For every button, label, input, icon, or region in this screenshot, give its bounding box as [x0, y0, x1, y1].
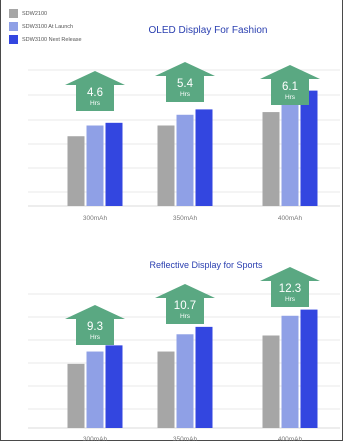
legend-item: SDW3100 At Launch [9, 21, 82, 32]
annotation-unit: Hrs [285, 94, 296, 101]
annotation-unit: Hrs [90, 100, 101, 107]
bar [176, 114, 194, 206]
improvement-arrow [155, 284, 215, 324]
annotation-value: 5.4 [177, 78, 194, 90]
x-tick-label: 300mAh [83, 215, 108, 222]
bar [281, 98, 299, 206]
bar [195, 326, 213, 428]
bar [176, 334, 194, 428]
chart-legend: SDW2100 SDW3100 At Launch SDW3100 Next R… [9, 8, 82, 47]
bar [67, 136, 85, 206]
annotation-value: 10.7 [174, 300, 196, 312]
legend-swatch-sdw3100-launch [9, 22, 18, 31]
legend-label: SDW2100 [22, 10, 48, 17]
legend-swatch-sdw2100 [9, 9, 18, 18]
improvement-arrow [260, 267, 320, 307]
bar [262, 335, 280, 428]
chart-title: Reflective Display for Sports [149, 260, 263, 270]
improvement-arrow [65, 305, 125, 345]
legend-label: SDW3100 At Launch [22, 23, 74, 30]
bar [195, 109, 213, 206]
bar [300, 309, 318, 428]
bar [86, 125, 104, 206]
bar [105, 122, 123, 206]
bar [262, 112, 280, 206]
legend-item: SDW2100 [9, 8, 82, 19]
x-tick-label: 350mAh [173, 215, 198, 222]
annotation-unit: Hrs [285, 296, 296, 303]
annotation-value: 9.3 [87, 321, 103, 333]
annotation-value: 4.6 [87, 87, 103, 99]
bar [300, 90, 318, 206]
annotation-unit: Hrs [90, 334, 101, 341]
improvement-arrow [155, 62, 215, 102]
legend-swatch-sdw3100-next [9, 35, 18, 44]
bar [105, 345, 123, 428]
bar [157, 125, 175, 206]
bar [67, 363, 85, 428]
legend-item: SDW3100 Next Release [9, 34, 82, 45]
annotation-value: 6.1 [282, 81, 298, 93]
improvement-arrow [65, 71, 125, 111]
annotation-unit: Hrs [180, 313, 191, 320]
bar [281, 315, 299, 428]
legend-label: SDW3100 Next Release [22, 36, 82, 43]
bar [86, 351, 104, 428]
x-tick-label: 300mAh [83, 436, 108, 443]
annotation-unit: Hrs [180, 91, 191, 98]
improvement-arrow [260, 65, 320, 105]
x-tick-label: 400mAh [278, 436, 303, 443]
x-tick-label: 400mAh [278, 215, 303, 222]
x-tick-label: 350mAh [173, 436, 198, 443]
chart-title: OLED Display For Fashion [149, 25, 268, 36]
annotation-value: 12.3 [279, 283, 301, 295]
bar [157, 351, 175, 428]
